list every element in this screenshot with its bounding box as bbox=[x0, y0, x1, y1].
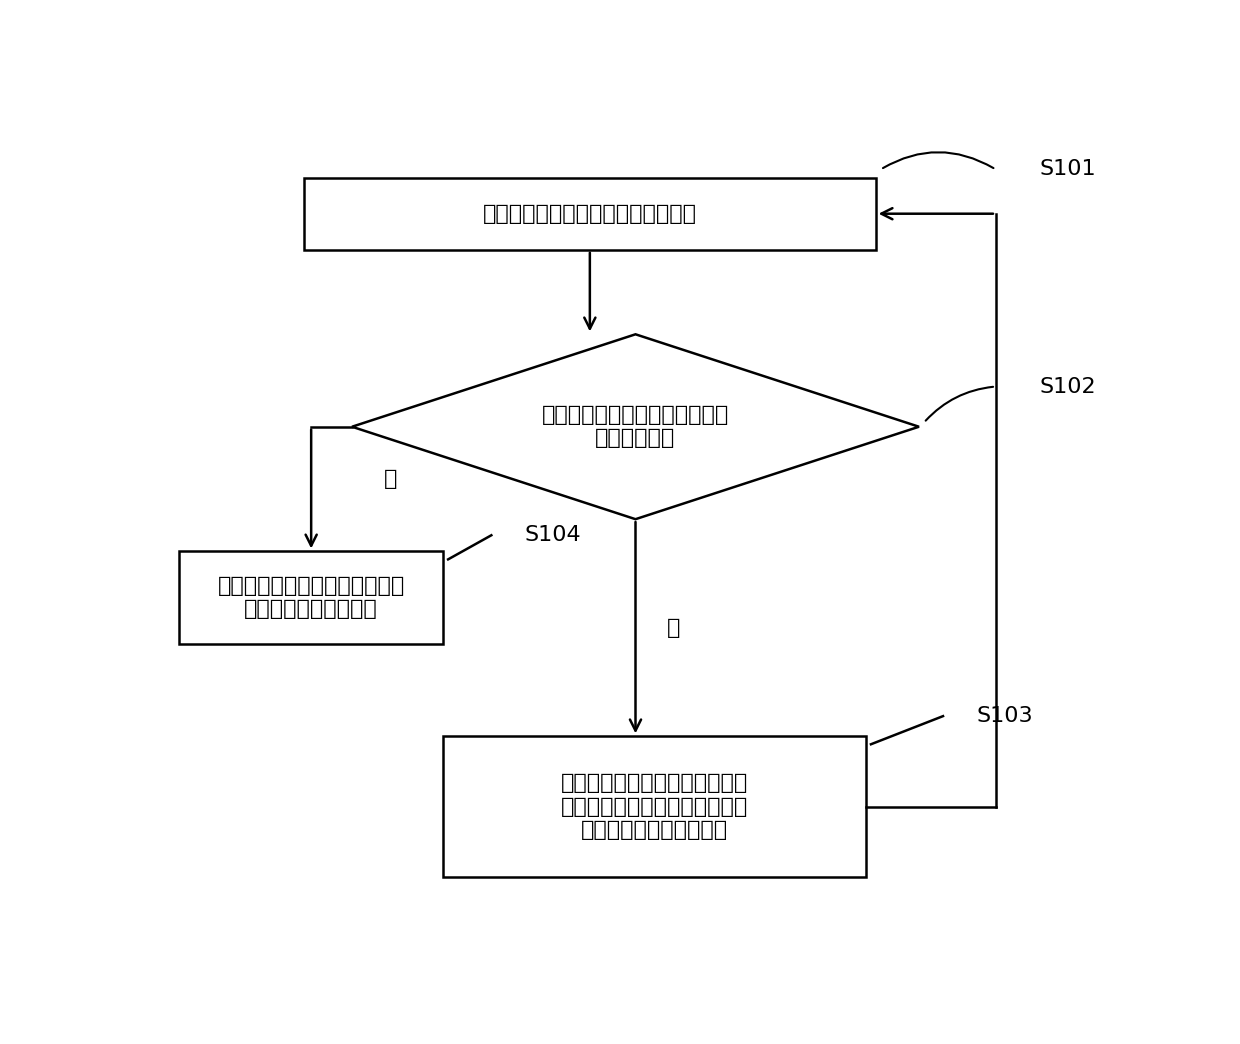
Text: 若剩余能量分布系数小于或者等
于预设均衡系数，结束: 若剩余能量分布系数小于或者等 于预设均衡系数，结束 bbox=[217, 576, 404, 619]
Text: S103: S103 bbox=[977, 706, 1033, 727]
Text: S104: S104 bbox=[525, 525, 582, 545]
Bar bbox=[444, 736, 866, 877]
Bar bbox=[304, 177, 875, 250]
Text: S101: S101 bbox=[1039, 160, 1096, 180]
Text: 是: 是 bbox=[667, 618, 681, 638]
Text: S102: S102 bbox=[1039, 377, 1096, 397]
Text: 若剩余能量分布系数大于预设均
衡系数，则对传感器网络中的各
传感器节点进行均衡处理: 若剩余能量分布系数大于预设均 衡系数，则对传感器网络中的各 传感器节点进行均衡处… bbox=[560, 774, 749, 839]
Text: 否: 否 bbox=[383, 469, 397, 489]
Text: 判断剩余能量分布系数是否大于
预设均衡系数: 判断剩余能量分布系数是否大于 预设均衡系数 bbox=[542, 405, 729, 448]
Text: 计算传感器网络的剩余能量分布系数: 计算传感器网络的剩余能量分布系数 bbox=[482, 204, 697, 223]
Polygon shape bbox=[352, 334, 919, 519]
Bar bbox=[179, 551, 444, 644]
